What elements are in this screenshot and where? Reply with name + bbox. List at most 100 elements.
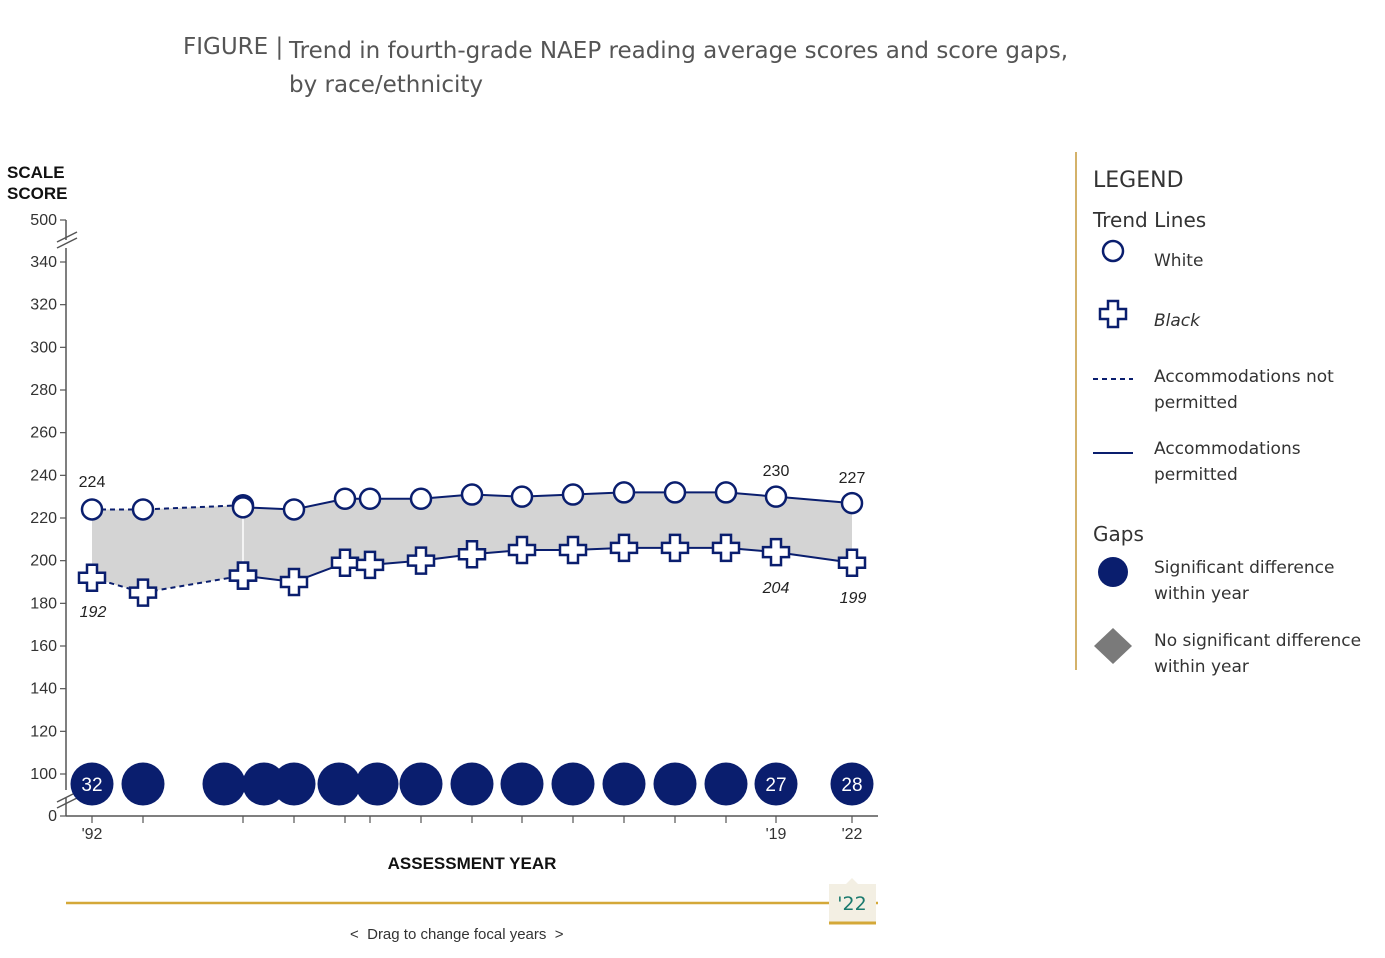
white-point xyxy=(282,498,306,521)
x-tick-label: '22 xyxy=(842,826,863,843)
filled-circle-icon xyxy=(1098,557,1128,587)
black-point xyxy=(355,550,385,580)
y-tick-label-140: 140 xyxy=(30,681,57,698)
black-point xyxy=(711,533,741,563)
gap-marker xyxy=(500,762,544,806)
black-point xyxy=(228,561,258,590)
legend-trend-heading: Trend Lines xyxy=(1093,208,1207,232)
y-tick-label-500: 500 xyxy=(30,212,57,229)
x-axis-label: ASSESSMENT YEAR xyxy=(388,854,557,873)
black-point xyxy=(406,546,436,575)
label-white-1992: 224 xyxy=(79,474,106,491)
data-points xyxy=(77,481,867,607)
gap-marker xyxy=(399,762,443,806)
y-tick-label-280: 280 xyxy=(30,382,57,399)
legend-label-white: White xyxy=(1154,251,1204,271)
black-point xyxy=(128,578,158,607)
black-point xyxy=(507,535,537,565)
gap-marker xyxy=(602,762,646,806)
legend-gaps-heading: Gaps xyxy=(1093,522,1144,546)
black-point xyxy=(330,548,360,578)
gap-marker xyxy=(754,762,798,806)
gap-value-label: 28 xyxy=(841,775,862,796)
white-point xyxy=(764,485,788,508)
label-black-1992: 192 xyxy=(80,604,107,621)
gap-marker xyxy=(704,762,748,806)
point-labels: 224 230 227 192 204 199 xyxy=(79,463,867,621)
gap-marker xyxy=(450,762,494,806)
legend-label-not-permitted: Accommodations not permitted xyxy=(1154,367,1334,413)
white-point xyxy=(131,498,155,521)
dashed-line-icon xyxy=(1093,378,1133,380)
axes: 500 340 320 300 280 260 240 220 200 180 160 140 120 1… xyxy=(30,212,878,843)
slider-handle[interactable]: '22 xyxy=(829,878,876,925)
y-tick-label-180: 180 xyxy=(30,595,57,612)
legend-label-not-significant: No significant difference within year xyxy=(1154,631,1362,677)
focal-year-slider: '22 xyxy=(66,878,878,925)
gap-area xyxy=(92,492,852,593)
y-tick-label-340: 340 xyxy=(30,254,57,271)
black-point xyxy=(279,567,309,597)
gap-marker xyxy=(317,762,361,806)
black-point xyxy=(609,533,639,563)
white-point xyxy=(333,487,357,511)
white-point xyxy=(409,487,433,511)
gap-value-label: 32 xyxy=(81,775,102,796)
black-point xyxy=(837,548,867,578)
x-tick-label: '19 xyxy=(766,826,787,843)
white-point xyxy=(561,483,585,506)
gap-marker xyxy=(830,762,874,806)
drag-hint: < Drag to change focal years > xyxy=(350,926,564,943)
y-tick-label-220: 220 xyxy=(30,510,57,527)
y-tick-label-200: 200 xyxy=(30,553,57,570)
white-line-not-permitted xyxy=(92,504,244,511)
gap-marker xyxy=(272,762,316,806)
y-tick-label-160: 160 xyxy=(30,638,57,655)
gap-marker xyxy=(202,762,246,806)
y-tick-label-300: 300 xyxy=(30,339,57,356)
legend-label-black: Black xyxy=(1154,311,1200,331)
white-point xyxy=(358,487,382,511)
white-point xyxy=(460,483,484,506)
y-axis-label-line1: SCALE xyxy=(7,163,65,182)
gap-markers: 32 27 28 xyxy=(70,762,874,806)
legend-title: LEGEND xyxy=(1093,168,1184,193)
cross-marker-icon xyxy=(1098,299,1128,329)
gap-marker xyxy=(355,762,399,806)
figure-title: Trend in fourth-grade NAEP reading avera… xyxy=(289,38,1069,98)
y-tick-label-320: 320 xyxy=(30,297,57,314)
white-point xyxy=(612,481,636,504)
y-tick-label-120: 120 xyxy=(30,723,57,740)
label-white-2019: 230 xyxy=(763,463,790,480)
x-tick-label: '92 xyxy=(82,826,103,843)
gap-area-permitted xyxy=(243,492,852,582)
label-black-2022: 199 xyxy=(840,590,867,607)
drag-hint-right: > xyxy=(554,926,564,943)
black-line-not-permitted xyxy=(91,574,244,594)
gap-value-label: 27 xyxy=(765,775,786,796)
trend-chart[interactable]: SCALE SCORE ASSESSMENT YEAR 500 340 320 300… xyxy=(0,150,1000,958)
black-point xyxy=(457,540,487,569)
solid-line-icon xyxy=(1093,452,1133,454)
white-point xyxy=(840,491,864,515)
white-point xyxy=(714,481,738,504)
gap-marker xyxy=(121,762,165,806)
y-tick-label-100: 100 xyxy=(30,766,57,783)
diamond-icon xyxy=(1094,628,1132,664)
black-point xyxy=(761,537,791,567)
axis-break-bottom-2 xyxy=(56,797,78,809)
y-axis-label-line2: SCORE xyxy=(7,184,67,203)
legend-label-permitted: Accommodations permitted xyxy=(1154,439,1301,485)
drag-hint-text: Drag to change focal years xyxy=(367,926,547,943)
y-tick-label-240: 240 xyxy=(30,467,57,484)
white-point xyxy=(80,498,104,521)
drag-hint-left: < xyxy=(350,926,359,943)
axis-break-top-2 xyxy=(56,237,78,249)
y-tick-label-260: 260 xyxy=(30,425,57,442)
slider-handle-box xyxy=(829,878,876,922)
white-point xyxy=(663,481,687,504)
gap-marker xyxy=(551,762,595,806)
black-point xyxy=(558,535,588,565)
black-point xyxy=(77,563,107,592)
circle-marker-icon xyxy=(1101,239,1125,263)
